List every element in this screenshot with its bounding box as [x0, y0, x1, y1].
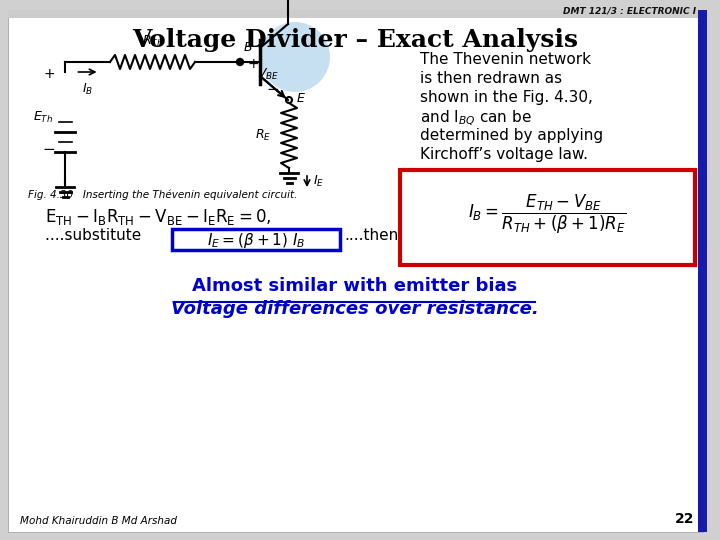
Text: $E_{Th}$: $E_{Th}$ — [33, 110, 53, 125]
Text: $R_E$: $R_E$ — [255, 128, 271, 143]
Text: $B$: $B$ — [243, 41, 253, 54]
Text: $I_B$: $I_B$ — [82, 82, 93, 97]
Text: determined by applying: determined by applying — [420, 128, 603, 143]
Text: shown in the Fig. 4.30,: shown in the Fig. 4.30, — [420, 90, 593, 105]
Text: Mohd Khairuddin B Md Arshad: Mohd Khairuddin B Md Arshad — [20, 516, 177, 526]
Text: Voltage differences over resistance.: Voltage differences over resistance. — [171, 300, 539, 318]
Text: −: − — [42, 143, 55, 158]
Text: Fig. 4.30   Inserting the Thévenin equivalent circuit.: Fig. 4.30 Inserting the Thévenin equival… — [28, 190, 297, 200]
Text: +: + — [43, 67, 55, 81]
Text: $R_{Th}$: $R_{Th}$ — [142, 34, 163, 49]
Text: 22: 22 — [675, 512, 694, 526]
Text: $E$: $E$ — [296, 91, 306, 105]
Text: DMT 121/3 : ELECTRONIC I: DMT 121/3 : ELECTRONIC I — [563, 6, 696, 15]
Text: $\mathrm{E_{TH} - I_BR_{TH} - V_{BE} - I_ER_E = 0,}$: $\mathrm{E_{TH} - I_BR_{TH} - V_{BE} - I… — [45, 207, 271, 227]
Text: ....then: ....then — [344, 228, 398, 243]
Text: +: + — [247, 57, 258, 71]
Text: $I_B = \dfrac{E_{TH} - V_{BE}}{R_{TH} + (\beta+1)R_E}$: $I_B = \dfrac{E_{TH} - V_{BE}}{R_{TH} + … — [469, 193, 626, 236]
Bar — [400, 170, 695, 265]
Text: $I_E = (\beta + 1)\ I_B$: $I_E = (\beta + 1)\ I_B$ — [207, 231, 305, 250]
Text: ....substitute: ....substitute — [45, 228, 146, 243]
Text: −: − — [266, 83, 279, 98]
Bar — [172, 229, 340, 250]
Bar — [698, 10, 707, 532]
Text: $I_E$: $I_E$ — [313, 174, 324, 189]
Circle shape — [236, 58, 243, 65]
Bar — [8, 10, 698, 18]
Text: Almost similar with emitter bias: Almost similar with emitter bias — [192, 277, 518, 295]
Text: $V_{BE}$: $V_{BE}$ — [257, 66, 279, 82]
Text: Voltage Divider – Exact Analysis: Voltage Divider – Exact Analysis — [132, 28, 578, 52]
Text: is then redrawn as: is then redrawn as — [420, 71, 562, 86]
Circle shape — [260, 22, 330, 92]
Text: Kirchoff’s voltage law.: Kirchoff’s voltage law. — [420, 147, 588, 162]
Text: and I$_{BQ}$ can be: and I$_{BQ}$ can be — [420, 109, 532, 129]
Text: The Thevenin network: The Thevenin network — [420, 52, 591, 67]
